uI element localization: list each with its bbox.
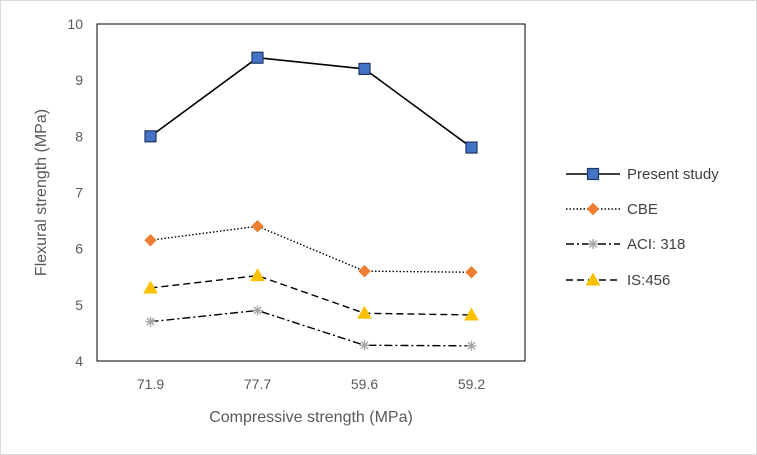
legend-marker-is-456 <box>585 272 601 286</box>
x-tick-label: 71.9 <box>137 376 164 392</box>
y-tick-label: 10 <box>67 16 83 32</box>
series-is-456 <box>143 268 479 321</box>
data-point-is-456 <box>464 307 479 321</box>
legend-marker-present-study <box>586 167 600 181</box>
data-point-cbe <box>251 219 264 233</box>
y-axis-ticks: 4 5 6 7 8 9 10 <box>67 16 83 369</box>
data-point-cbe <box>358 264 371 278</box>
series-line-present-study <box>150 56 472 149</box>
y-tick-label: 9 <box>75 72 83 88</box>
legend-label-aci-318: ACI: 318 <box>627 236 685 253</box>
series-aci-318 <box>145 305 477 351</box>
y-tick-label: 7 <box>75 185 83 201</box>
data-point-is-456 <box>357 305 372 319</box>
legend-marker-aci-318 <box>588 239 598 249</box>
data-point-cbe <box>144 234 157 247</box>
series-line-cbe <box>150 225 472 273</box>
legend-marker-cbe <box>586 202 600 216</box>
series-layer <box>143 51 479 351</box>
legend-label-present-study: Present study <box>627 166 719 183</box>
data-point-aci-318 <box>145 316 156 327</box>
y-tick-label: 4 <box>75 353 83 369</box>
data-point-present-study <box>358 62 371 76</box>
plot-area <box>96 23 526 362</box>
series-line-aci-318 <box>150 309 472 347</box>
data-point-present-study <box>144 130 157 143</box>
data-point-aci-318 <box>252 305 263 316</box>
legend: Present study CBE ACI: 318 IS:456 <box>566 166 719 289</box>
legend-item-present-study: Present study <box>566 166 719 183</box>
x-axis-title: Compressive strength (MPa) <box>209 409 413 426</box>
y-tick-label: 8 <box>75 128 83 144</box>
x-tick-label: 77.7 <box>244 376 271 392</box>
series-present-study <box>144 51 478 154</box>
y-tick-label: 5 <box>75 297 83 313</box>
series-line-is-456 <box>150 274 472 316</box>
x-tick-label: 59.2 <box>458 376 485 392</box>
x-tick-label: 59.6 <box>351 376 378 392</box>
legend-item-aci-318: ACI: 318 <box>566 236 685 253</box>
x-axis-ticks: 71.9 77.7 59.6 59.2 <box>137 376 485 392</box>
data-point-is-456 <box>143 280 158 294</box>
y-axis-title: Flexural strength (MPa) <box>33 109 50 276</box>
legend-label-is-456: IS:456 <box>627 272 670 289</box>
data-point-aci-318 <box>466 340 477 351</box>
data-point-is-456 <box>250 268 265 282</box>
legend-item-cbe: CBE <box>566 201 658 218</box>
y-tick-label: 6 <box>75 241 83 257</box>
data-point-present-study <box>465 141 478 154</box>
data-point-cbe <box>465 266 478 279</box>
legend-label-cbe: CBE <box>627 201 658 218</box>
data-point-aci-318 <box>359 340 370 351</box>
legend-item-is-456: IS:456 <box>566 272 670 289</box>
data-point-present-study <box>251 51 264 64</box>
series-cbe <box>144 219 478 279</box>
